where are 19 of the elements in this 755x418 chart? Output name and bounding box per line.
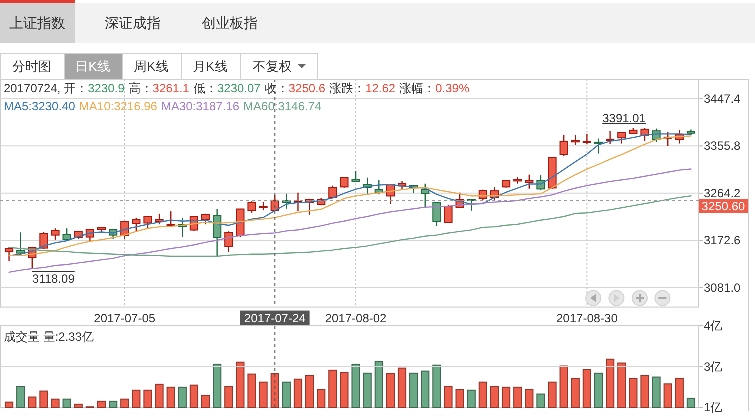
info: 3230.07 — [217, 82, 261, 96]
info: 收： — [264, 82, 289, 96]
info: 12.62 — [366, 82, 396, 96]
info: 高： — [128, 82, 153, 96]
info: 3250.6 — [288, 82, 326, 96]
info: 3230.9 — [88, 82, 125, 96]
annotation: 3118.09 — [32, 272, 75, 286]
annotation: 3391.01 — [602, 112, 646, 126]
legend: MA10:3216.96 — [79, 100, 158, 114]
legend: MA5:3230.40 — [4, 100, 76, 114]
legend: MA60:3146.74 — [244, 100, 322, 114]
info: 20170724, 开： — [4, 82, 88, 96]
info: 涨幅： — [400, 82, 436, 96]
legend: MA30:3187.16 — [161, 100, 240, 114]
info: 0.39% — [436, 82, 470, 96]
info: 低： — [193, 82, 218, 96]
info: 涨跌： — [330, 82, 366, 96]
title: 成交量 量:2.33亿 — [4, 330, 94, 344]
info: 3261.1 — [152, 82, 190, 96]
